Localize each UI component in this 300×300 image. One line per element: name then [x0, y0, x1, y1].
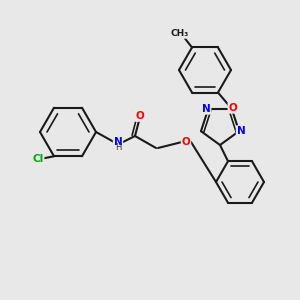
Text: N: N	[202, 104, 211, 114]
Text: O: O	[228, 103, 237, 113]
Text: N: N	[237, 126, 245, 136]
Text: H: H	[115, 143, 121, 152]
Text: CH₃: CH₃	[171, 29, 189, 38]
Text: N: N	[114, 137, 122, 147]
Text: O: O	[182, 137, 190, 147]
Text: O: O	[136, 111, 144, 121]
Text: Cl: Cl	[32, 154, 44, 164]
